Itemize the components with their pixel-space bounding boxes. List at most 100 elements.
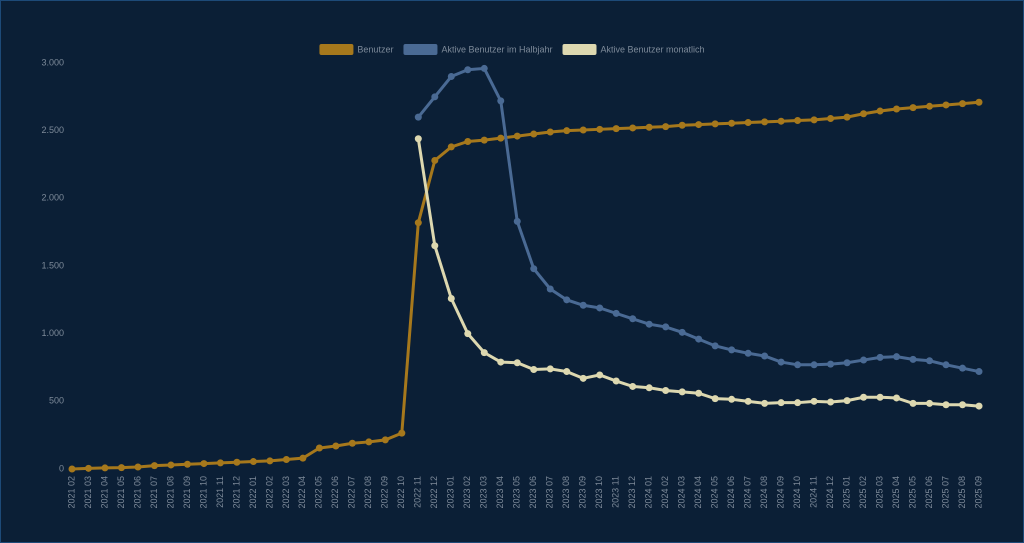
x-tick-label: 2024 05 — [710, 476, 720, 509]
data-point — [629, 315, 637, 323]
data-point — [843, 359, 851, 367]
y-tick-label: 2.000 — [41, 193, 64, 203]
data-point — [909, 399, 917, 407]
x-tick-label: 2021 04 — [99, 476, 109, 509]
data-point — [101, 464, 109, 472]
data-point — [728, 346, 736, 354]
data-point — [810, 397, 818, 405]
x-tick-label: 2022 08 — [363, 476, 373, 509]
x-tick-label: 2025 01 — [841, 476, 851, 509]
data-point — [744, 349, 752, 357]
data-point — [695, 121, 703, 129]
legend-swatch — [319, 44, 354, 55]
data-point — [596, 371, 604, 379]
data-point — [810, 116, 818, 124]
data-point — [942, 101, 950, 109]
x-tick-label: 2023 12 — [627, 476, 637, 509]
x-tick-label: 2021 02 — [66, 476, 76, 509]
data-point — [876, 107, 884, 115]
data-point — [596, 304, 604, 312]
x-tick-label: 2024 11 — [808, 476, 818, 508]
data-point — [893, 353, 901, 361]
data-point — [612, 309, 620, 317]
x-tick-label: 2023 03 — [479, 476, 489, 509]
data-point — [530, 366, 538, 374]
data-point — [909, 104, 917, 112]
data-point — [381, 436, 389, 444]
data-point — [876, 393, 884, 401]
data-point — [695, 389, 703, 397]
x-tick-label: 2021 08 — [165, 476, 175, 509]
data-point — [678, 328, 686, 336]
data-point — [645, 320, 653, 328]
data-point — [299, 454, 307, 462]
data-point — [414, 113, 422, 121]
data-point — [678, 388, 686, 396]
data-point — [777, 117, 785, 125]
data-point — [959, 401, 967, 409]
x-tick-label: 2021 07 — [149, 476, 159, 509]
y-tick-label: 2.500 — [41, 125, 64, 135]
x-tick-label: 2024 07 — [743, 476, 753, 509]
x-tick-label: 2024 09 — [775, 476, 785, 509]
x-tick-label: 2025 04 — [891, 476, 901, 509]
x-tick-label: 2021 06 — [132, 476, 142, 509]
data-point — [942, 361, 950, 369]
data-point — [942, 401, 950, 409]
data-point — [810, 361, 818, 369]
data-point — [579, 301, 587, 309]
data-point — [480, 349, 488, 357]
data-point — [843, 397, 851, 405]
y-tick-label: 3.000 — [41, 57, 64, 67]
data-point — [728, 395, 736, 403]
data-point — [546, 285, 554, 293]
data-point — [497, 358, 505, 366]
data-point — [629, 382, 637, 390]
x-tick-label: 2024 01 — [644, 476, 654, 509]
data-point — [348, 439, 356, 447]
data-point — [926, 357, 934, 365]
data-point — [860, 393, 868, 401]
x-tick-label: 2024 08 — [759, 476, 769, 509]
data-point — [497, 134, 505, 142]
data-point — [827, 398, 835, 406]
x-tick-label: 2021 12 — [231, 476, 241, 509]
data-point — [893, 394, 901, 402]
data-point — [662, 387, 670, 395]
data-point — [150, 462, 158, 470]
legend-label: Aktive Benutzer im Halbjahr — [441, 44, 552, 54]
data-point — [695, 335, 703, 343]
data-point — [480, 136, 488, 144]
data-point — [68, 465, 76, 473]
data-point — [431, 93, 439, 101]
data-point — [777, 358, 785, 366]
data-point — [513, 217, 521, 225]
data-point — [200, 460, 208, 468]
data-point — [513, 359, 521, 367]
data-point — [447, 143, 455, 151]
data-point — [563, 368, 571, 376]
x-tick-label: 2022 03 — [281, 476, 291, 509]
y-tick-label: 0 — [59, 463, 64, 473]
x-tick-label: 2023 04 — [495, 476, 505, 509]
data-point — [645, 384, 653, 392]
data-point — [183, 460, 191, 468]
x-tick-label: 2023 06 — [528, 476, 538, 509]
data-point — [876, 353, 884, 361]
data-point — [827, 114, 835, 122]
data-point — [167, 461, 175, 469]
x-tick-label: 2024 03 — [677, 476, 687, 509]
data-point — [84, 464, 92, 472]
data-point — [761, 399, 769, 407]
y-tick-label: 1.500 — [41, 260, 64, 270]
data-point — [365, 438, 373, 446]
x-tick-label: 2022 10 — [396, 476, 406, 509]
data-point — [563, 296, 571, 304]
x-tick-label: 2025 02 — [858, 476, 868, 509]
data-point — [761, 118, 769, 126]
data-point — [975, 368, 983, 376]
data-point — [744, 397, 752, 405]
data-point — [794, 117, 802, 125]
